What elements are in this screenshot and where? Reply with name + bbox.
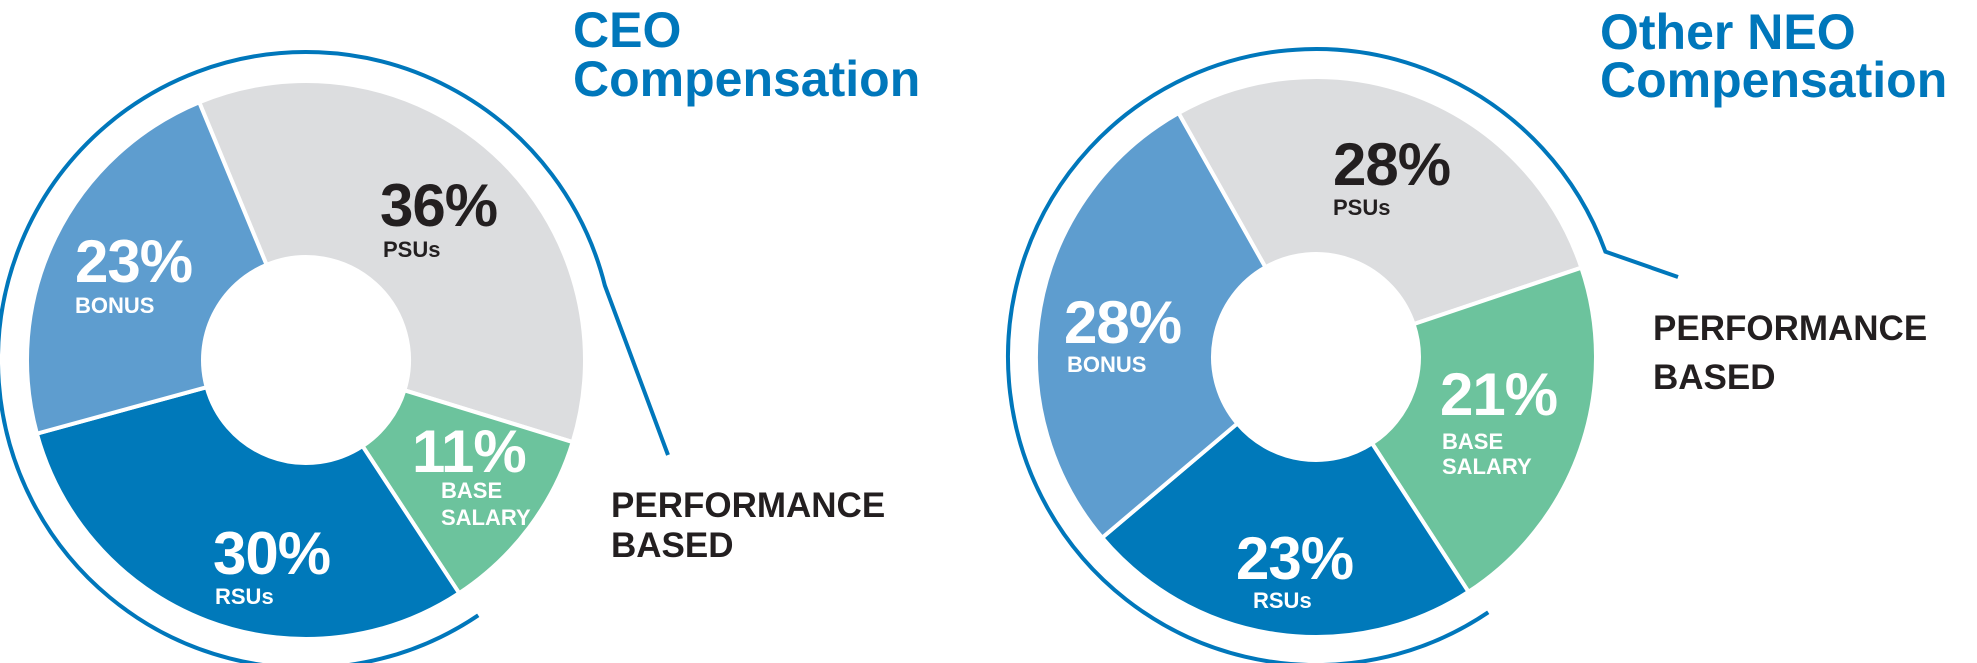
neo-title-line1: Other NEO bbox=[1600, 4, 1856, 60]
neo-bonus-value: 28% bbox=[1064, 289, 1181, 356]
ceo-donut bbox=[25, 79, 587, 641]
neo-psus-label: PSUs bbox=[1333, 195, 1390, 220]
slice-psus bbox=[196, 79, 587, 445]
other-neo-compensation-chart: Other NEO Compensation 28% PSUs 28% BONU… bbox=[1006, 4, 1947, 663]
ceo-base-salary-label-line2: SALARY bbox=[441, 505, 531, 530]
neo-performance-label-line2: BASED bbox=[1653, 358, 1776, 397]
ceo-performance-label-line2: BASED bbox=[611, 526, 734, 565]
ceo-compensation-chart: CEO Compensation 36% PSUs 23% BONUS 11% … bbox=[0, 2, 920, 663]
ceo-base-salary-value: 11% bbox=[412, 418, 526, 485]
slice-base-salary bbox=[359, 387, 576, 596]
neo-base-salary-label-line1: BASE bbox=[1442, 429, 1503, 454]
ceo-rsus-label: RSUs bbox=[215, 584, 274, 609]
ceo-psus-label: PSUs bbox=[383, 237, 440, 262]
neo-rsus-label: RSUs bbox=[1253, 588, 1312, 613]
neo-base-salary-value: 21% bbox=[1440, 361, 1557, 428]
neo-donut bbox=[1034, 75, 1598, 639]
slice-bonus bbox=[1034, 110, 1269, 541]
ceo-performance-label-line1: PERFORMANCE bbox=[611, 486, 885, 525]
neo-title-line2: Compensation bbox=[1600, 52, 1947, 108]
ceo-psus-value: 36% bbox=[380, 172, 497, 239]
ceo-bonus-value: 23% bbox=[75, 228, 192, 295]
slice-bonus bbox=[25, 99, 270, 437]
neo-performance-label-line1: PERFORMANCE bbox=[1653, 309, 1927, 348]
ceo-performance-bracket bbox=[0, 50, 670, 663]
ceo-title-line2: Compensation bbox=[573, 51, 920, 107]
slice-psus bbox=[1175, 75, 1584, 327]
neo-rsus-value: 23% bbox=[1236, 525, 1353, 592]
ceo-rsus-value: 30% bbox=[213, 520, 330, 587]
neo-psus-value: 28% bbox=[1333, 131, 1450, 198]
neo-performance-bracket bbox=[1006, 47, 1679, 663]
slice-rsus bbox=[34, 384, 462, 641]
ceo-base-salary-label-line1: BASE bbox=[441, 478, 502, 503]
slice-rsus bbox=[1099, 420, 1472, 639]
neo-bonus-label: BONUS bbox=[1067, 352, 1146, 377]
slice-base-salary bbox=[1369, 265, 1598, 595]
ceo-bonus-label: BONUS bbox=[75, 293, 154, 318]
neo-base-salary-label-line2: SALARY bbox=[1442, 454, 1532, 479]
ceo-title-line1: CEO bbox=[573, 2, 681, 58]
